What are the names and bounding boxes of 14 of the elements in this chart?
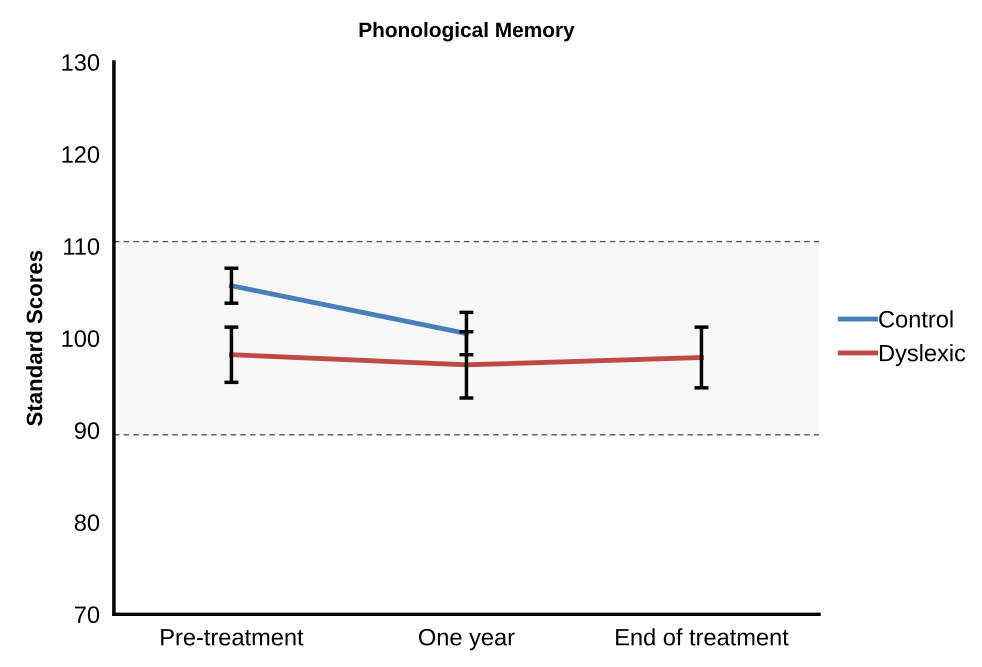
x-tick-label: One year (419, 628, 515, 650)
y-tick-label: 80 (74, 514, 100, 532)
y-tick-label: 100 (62, 330, 100, 347)
y-tick-label: 130 (62, 54, 100, 71)
y-tick-label: 120 (62, 146, 100, 163)
x-tick-label: End of treatment (616, 628, 789, 646)
legend-label: Control (879, 310, 953, 328)
x-tick-label: Pre-treatment (161, 629, 304, 646)
y-tick-label: 70 (74, 606, 100, 624)
y-axis-title: Standard Scores (26, 250, 42, 426)
y-tick-label: 110 (64, 238, 100, 255)
y-tick-label: 90 (74, 422, 100, 440)
legend-label: Dyslexic (880, 344, 966, 366)
chart-title: Phonological Memory (360, 22, 575, 42)
